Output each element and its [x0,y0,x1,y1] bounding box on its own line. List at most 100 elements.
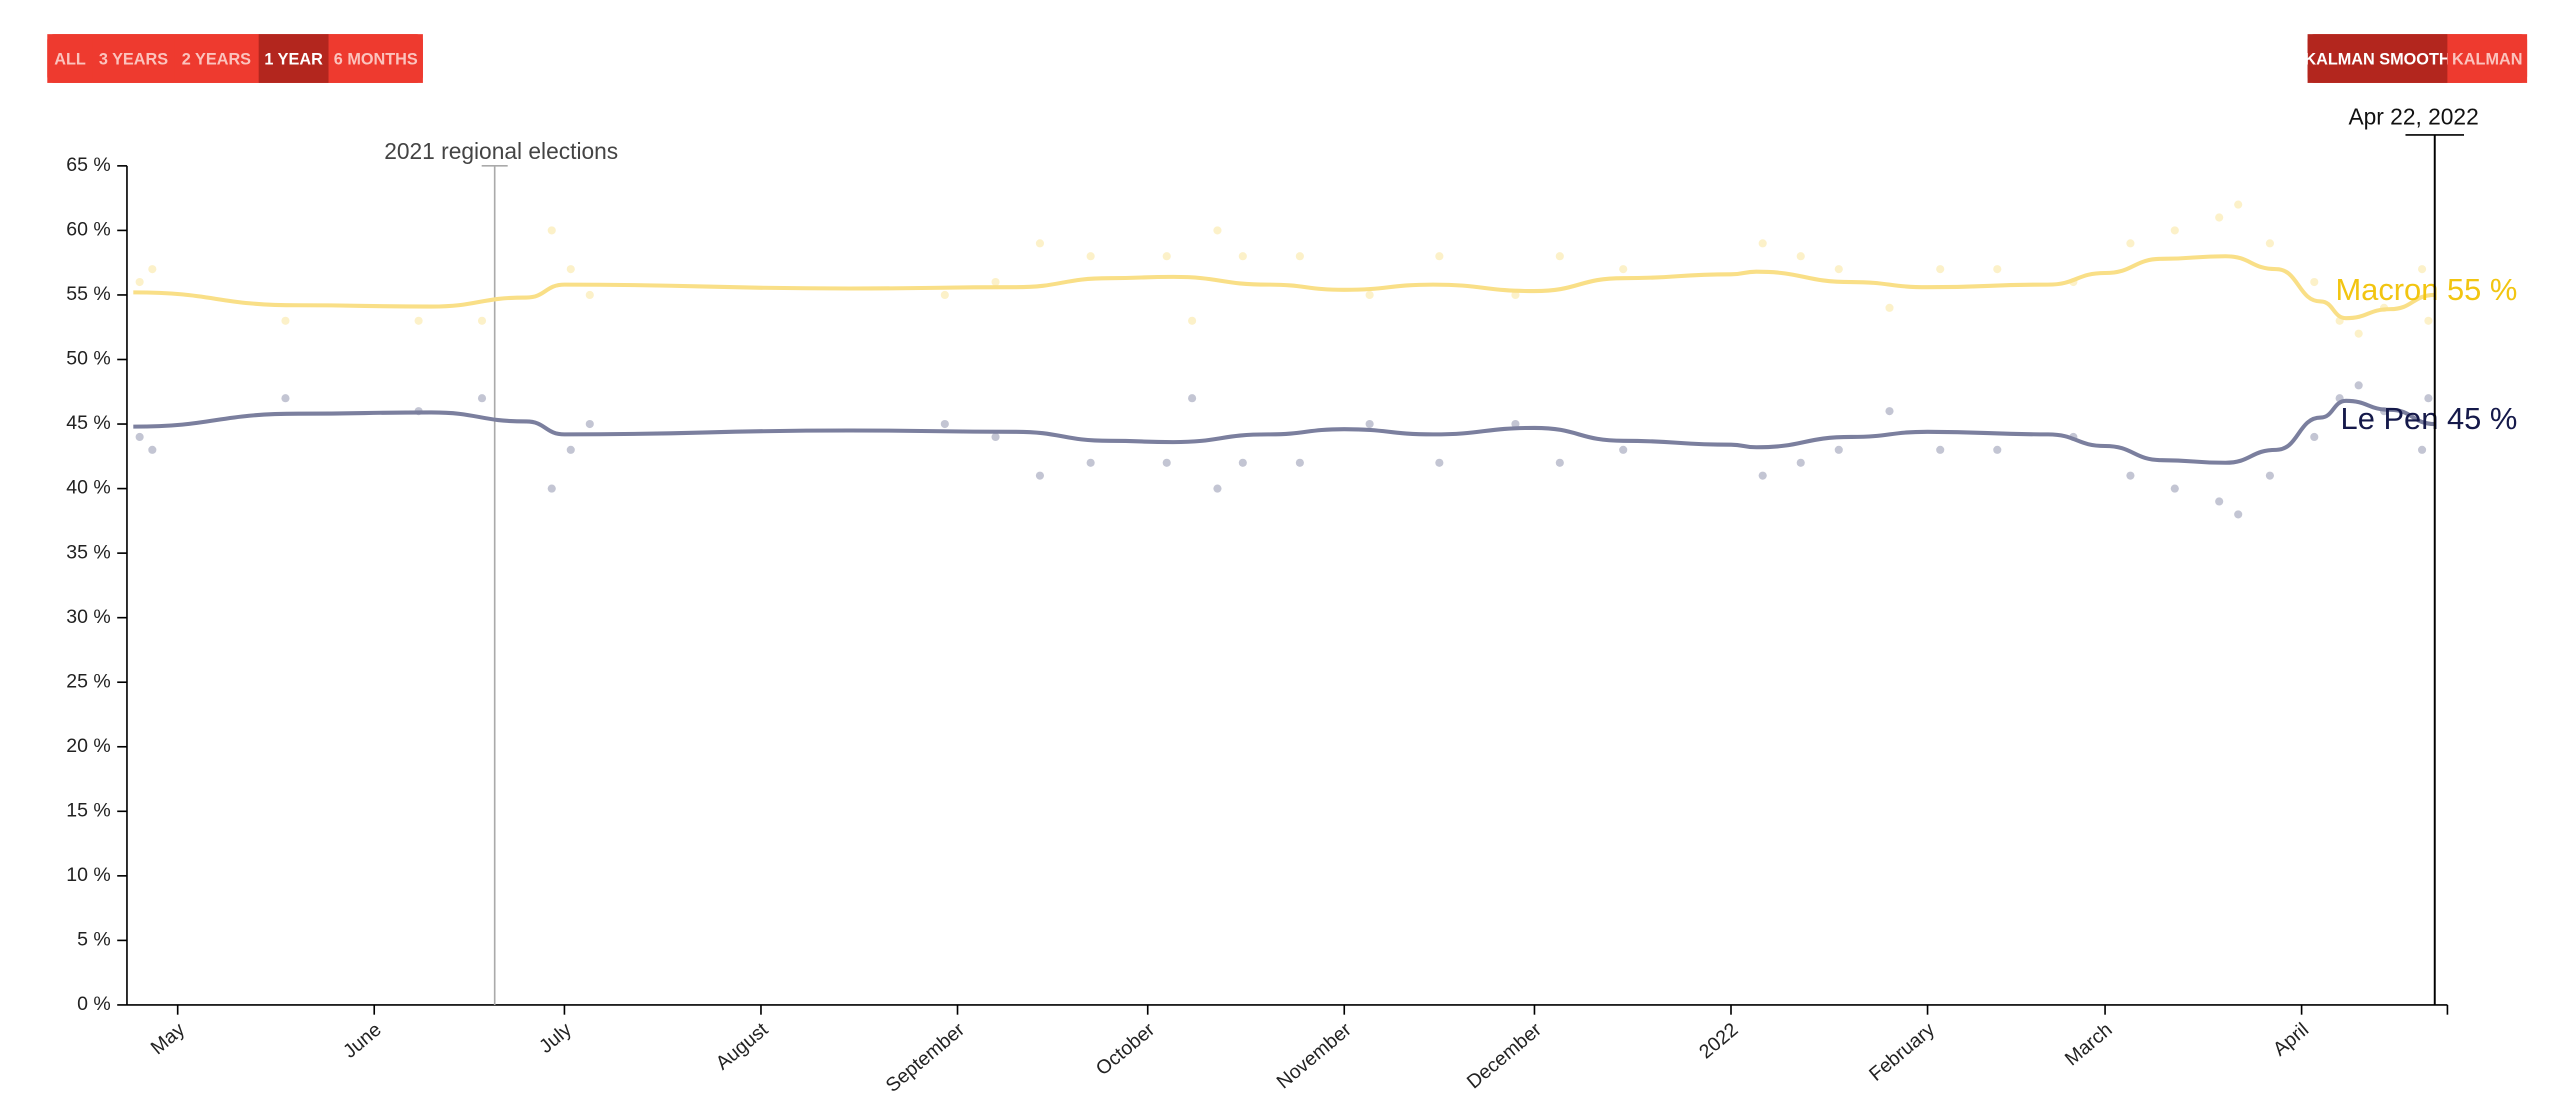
y-tick-label: 10 % [66,864,110,886]
poll-dot [2418,265,2427,274]
poll-dot [2215,497,2224,506]
poll-dot [1435,458,1444,467]
y-tick-label: 45 % [66,412,110,434]
poll-dot [281,316,290,325]
poll-dot [1188,316,1197,325]
poll-dot [477,394,487,403]
button-label[interactable]: 6 MONTHS [334,50,418,68]
poll-dot [1993,265,2002,274]
y-tick-label: 35 % [66,541,110,563]
poll-dot [1295,252,1304,261]
x-tick-label: September [882,1018,970,1096]
poll-dot [1238,458,1247,467]
poll-dot [1086,252,1095,261]
button-label[interactable]: KALMAN [2452,50,2522,68]
poll-dot [1936,265,1945,274]
y-tick-label: 0 % [77,993,111,1015]
poll-dot [1511,290,1520,300]
y-tick-label: 55 % [66,283,110,305]
poll-dot [2126,471,2135,480]
button[interactable] [174,34,259,83]
button[interactable] [2307,34,2448,83]
poll-dot [940,290,949,300]
poll-dot [148,445,157,454]
x-tick-label: 2022 [1695,1019,1742,1064]
poll-dot [1213,484,1222,493]
poll-dot [1435,252,1444,261]
poll-dot [281,394,290,403]
poll-dot [1834,445,1843,454]
poll-dot [1238,252,1247,261]
poll-dot [1796,458,1805,467]
poll-dot [1365,290,1374,300]
poll-dot [135,277,144,287]
poll-dot [1885,407,1894,416]
poll-dot [1555,252,1564,261]
poll-dot [1511,419,1520,429]
end-label: Le Pen 45 % [2341,401,2518,436]
poll-dot [414,316,423,325]
button-label[interactable]: KALMAN SMOOTH [2304,50,2450,68]
poll-dot [1619,265,1628,274]
y-tick-label: 25 % [66,670,110,692]
poll-dot [2170,484,2179,493]
poll-dot [2170,226,2179,235]
poll-dot [2354,381,2363,390]
poll-dot [991,277,1000,287]
poll-dot [2424,316,2433,325]
x-tick-label: May [147,1018,190,1059]
y-tick-label: 40 % [66,477,110,499]
poll-dot [1936,445,1945,454]
x-tick-label: December [1463,1018,1546,1093]
x-tick-label: April [2269,1019,2313,1061]
y-tick-label: 20 % [66,735,110,757]
button-label[interactable]: ALL [54,50,86,68]
poll-dot [477,316,487,325]
x-tick-label: February [1865,1018,1939,1085]
poll-dot [566,445,575,454]
poll-dot [2424,394,2433,403]
poll-dot [2215,213,2224,222]
poll-dot [547,484,556,493]
poll-dot [1365,419,1374,429]
poll-dot [1555,458,1564,467]
poll-dot [940,419,949,429]
button-label[interactable]: 2 YEARS [182,50,251,68]
button-label[interactable]: 1 YEAR [264,50,323,68]
button[interactable] [47,34,93,83]
poll-dot [585,419,594,429]
poll-dot [2354,329,2363,338]
poll-dot [1035,239,1044,248]
poll-dot [1834,265,1843,274]
annotation-text: 2021 regional elections [384,138,618,164]
poll-dot [1619,445,1628,454]
y-tick-label: 50 % [66,348,110,370]
button[interactable] [2447,34,2528,83]
button[interactable] [92,34,175,83]
poll-dot [585,290,594,300]
poll-dot [148,265,157,274]
trend-line [133,398,2435,465]
poll-dot [2126,239,2135,248]
y-tick-label: 30 % [66,606,110,628]
poll-dot [1885,303,1894,312]
button[interactable] [258,34,329,83]
poll-dot [1796,252,1805,261]
button[interactable] [328,34,423,83]
poll-dot [547,226,556,235]
poll-dot [2310,277,2319,287]
y-tick-label: 15 % [66,799,110,821]
poll-dot [1188,394,1197,403]
poll-dot [1758,239,1767,248]
poll-dot [991,432,1000,442]
x-tick-label: November [1273,1018,1356,1093]
x-tick-label: October [1092,1018,1160,1080]
poll-dot [1213,226,1222,235]
trend-line [133,254,2435,321]
end-label: Macron 55 % [2335,272,2517,307]
y-tick-label: 60 % [66,219,110,241]
x-tick-label: August [712,1018,773,1074]
button-label[interactable]: 3 YEARS [99,50,168,68]
